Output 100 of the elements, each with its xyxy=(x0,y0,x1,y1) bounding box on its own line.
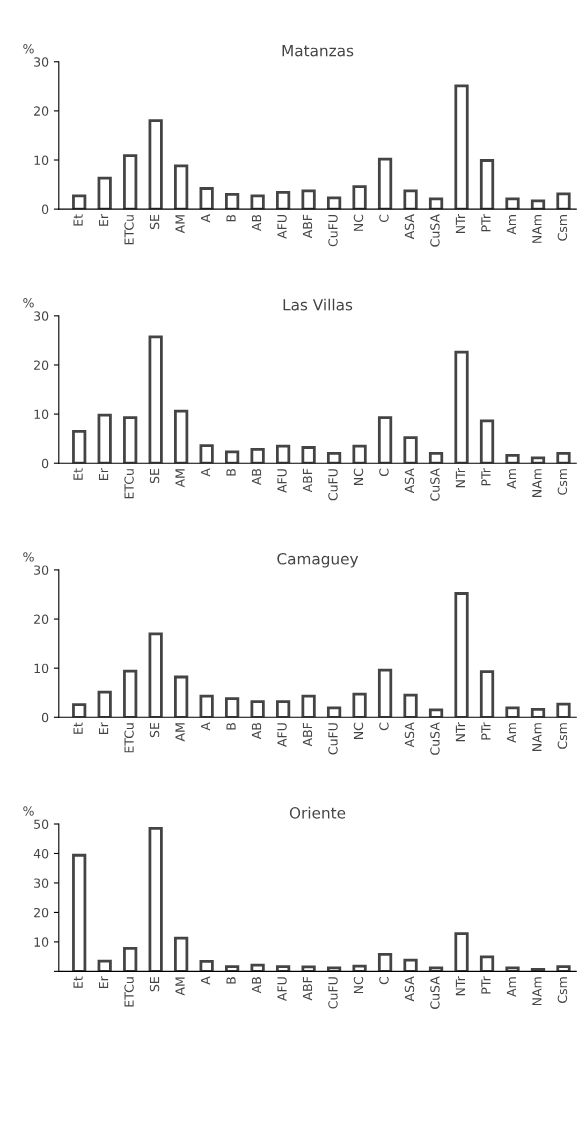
x-tick-label: NAm xyxy=(532,723,542,751)
x-tick-label: ETCu xyxy=(124,215,134,245)
x-tick-label: SE xyxy=(149,468,160,484)
x-tick-label: CuSA xyxy=(430,722,440,755)
y-tick-label: 30 xyxy=(34,565,49,575)
x-tick-label: C xyxy=(379,468,389,477)
bar xyxy=(148,632,163,718)
bar xyxy=(352,185,367,210)
x-tick-label: AM xyxy=(175,977,185,996)
x-tick-label: NTr xyxy=(455,468,465,488)
bar xyxy=(403,958,418,972)
bar xyxy=(72,194,87,210)
x-tick-label: AFU xyxy=(277,469,287,493)
y-tick-label: 0 xyxy=(41,458,49,469)
bar xyxy=(377,668,393,718)
bar xyxy=(556,965,571,972)
x-tick-label: Csm xyxy=(557,977,568,1003)
bar xyxy=(479,159,495,210)
bar xyxy=(174,675,189,718)
x-tick-label: Er xyxy=(99,976,109,989)
bar xyxy=(403,693,418,718)
x-tick-label: ABF xyxy=(302,468,313,493)
x-tick-label: A xyxy=(200,976,211,985)
x-tick-label: B xyxy=(226,468,236,476)
x-tick-label: NC xyxy=(353,722,364,739)
bar xyxy=(225,193,240,210)
x-tick-label: AB xyxy=(251,468,262,486)
bar xyxy=(326,706,342,718)
y-tick-label: 10 xyxy=(34,155,49,165)
bar xyxy=(505,966,520,972)
bar xyxy=(530,199,546,210)
y-tick-label: 40 xyxy=(33,848,49,859)
y-axis-title: % xyxy=(23,298,34,308)
y-tick-label: 0 xyxy=(41,204,49,215)
x-tick-label: ETCu xyxy=(124,723,134,753)
x-tick-label: A xyxy=(200,214,211,223)
x-tick-label: AM xyxy=(175,469,185,488)
x-tick-label: AFU xyxy=(277,977,287,1002)
x-tick-label: C xyxy=(379,976,389,985)
bar xyxy=(556,192,571,210)
y-tick-label: 50 xyxy=(34,819,49,829)
bar xyxy=(275,965,291,972)
x-tick-label: SE xyxy=(149,214,160,229)
bar xyxy=(148,119,163,210)
chart-title: Camaguey xyxy=(277,553,359,568)
bar xyxy=(174,936,189,972)
y-tick-label: 20 xyxy=(34,907,49,918)
x-tick-label: A xyxy=(200,468,211,477)
bar xyxy=(148,335,163,464)
bar xyxy=(505,706,520,718)
bar xyxy=(530,967,546,972)
bar xyxy=(225,697,240,718)
x-tick-label: Csm xyxy=(557,215,568,241)
x-tick-label: ASA xyxy=(404,722,415,748)
x-tick-label: C xyxy=(379,722,389,731)
x-tick-label: CuSA xyxy=(430,468,440,501)
x-tick-label: AB xyxy=(251,723,262,740)
x-tick-label: Am xyxy=(506,723,516,743)
bar xyxy=(199,444,214,464)
x-tick-label: Er xyxy=(99,213,109,226)
y-tick-label: 30 xyxy=(34,878,49,888)
y-axis-title: % xyxy=(23,43,34,54)
bar xyxy=(428,197,444,210)
x-tick-label: ABF xyxy=(302,214,313,239)
x-tick-label: CuFU xyxy=(328,215,338,247)
bar xyxy=(123,416,138,464)
x-tick-label: AM xyxy=(175,215,185,234)
y-tick-label: 10 xyxy=(34,409,49,420)
x-tick-label: CuSA xyxy=(430,214,440,247)
x-tick-label: NC xyxy=(353,468,364,485)
bar xyxy=(479,419,495,464)
x-tick-label: C xyxy=(379,214,389,223)
bar xyxy=(123,154,138,210)
x-tick-label: Am xyxy=(506,215,516,235)
bar xyxy=(556,452,571,464)
bar xyxy=(326,452,342,464)
y-axis-title: % xyxy=(23,806,34,816)
bar xyxy=(352,964,367,972)
bar xyxy=(123,946,138,972)
bar xyxy=(479,955,495,972)
bar xyxy=(530,708,546,718)
x-tick-label: ASA xyxy=(404,976,415,1002)
bar xyxy=(250,963,265,972)
x-tick-label: Csm xyxy=(557,469,568,495)
bar xyxy=(97,959,112,972)
x-tick-label: Et xyxy=(73,976,83,988)
chart-title: Oriente xyxy=(289,806,346,819)
bar xyxy=(72,429,87,464)
x-tick-label: Er xyxy=(99,468,109,480)
bar xyxy=(199,959,214,972)
y-tick-label: 20 xyxy=(34,614,49,624)
bar xyxy=(225,450,240,464)
x-tick-label: ETCu xyxy=(124,469,134,499)
bar xyxy=(403,436,418,464)
bar xyxy=(454,350,469,464)
x-tick-label: NTr xyxy=(455,722,465,742)
x-tick-label: ASA xyxy=(404,468,415,494)
bar xyxy=(250,448,265,464)
bar xyxy=(97,413,112,464)
x-tick-label: ASA xyxy=(404,214,415,240)
